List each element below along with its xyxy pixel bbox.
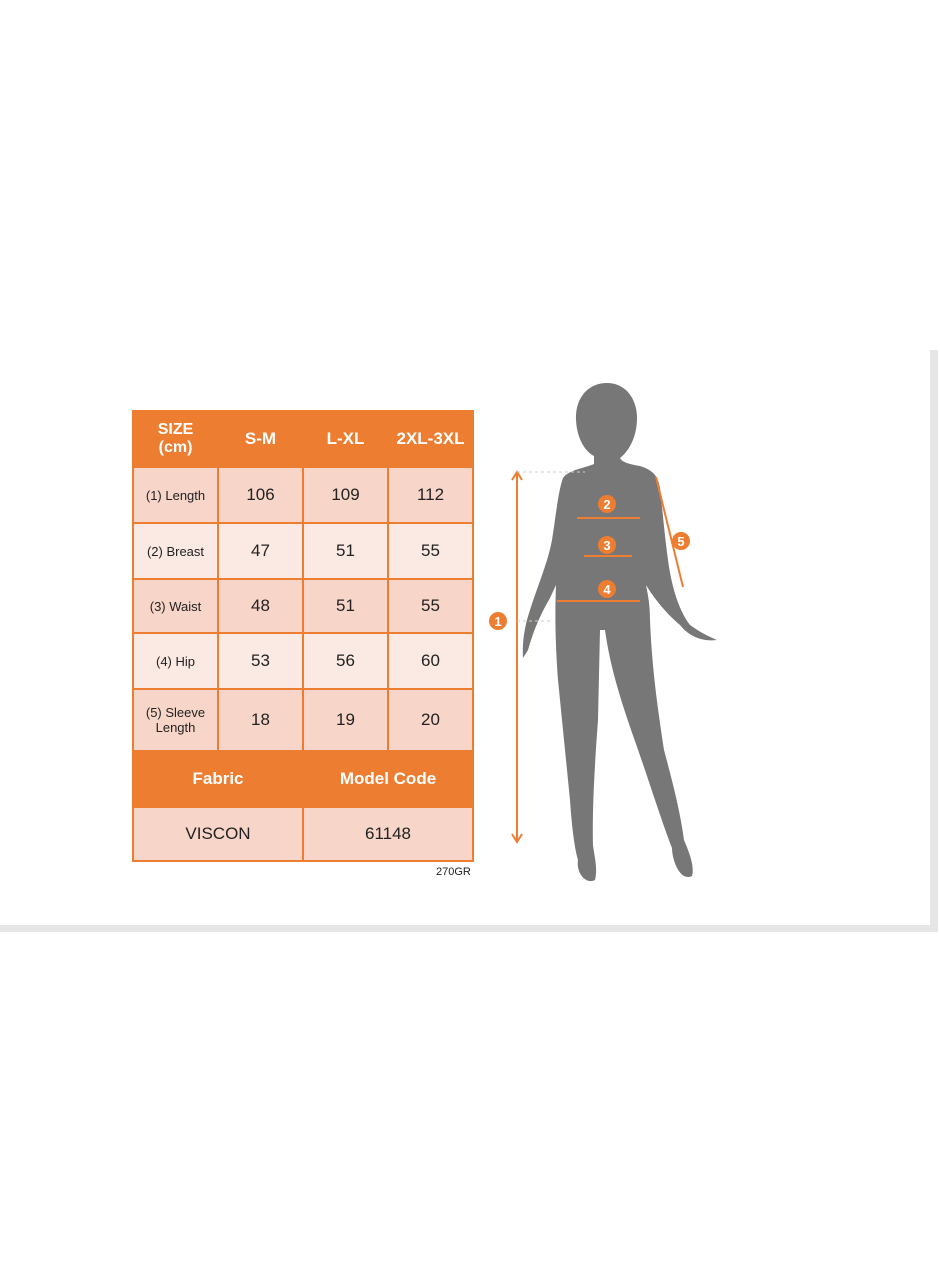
model-code-header: Model Code xyxy=(302,750,474,808)
table-row: (4) Hip 53 56 60 xyxy=(132,632,474,690)
cell: 55 xyxy=(387,522,474,580)
col-header: 2XL-3XL xyxy=(387,410,474,468)
marker-3-label: 3 xyxy=(603,538,610,553)
footer-header-row: Fabric Model Code xyxy=(132,750,474,808)
table-row: (1) Length 106 109 112 xyxy=(132,466,474,524)
size-table: SIZE (cm) S-M L-XL 2XL-3XL (1) Length 106… xyxy=(132,410,474,862)
row-label-line1: (5) Sleeve xyxy=(145,705,206,720)
size-header-line1: SIZE xyxy=(157,421,194,438)
cell: 18 xyxy=(217,688,304,752)
fabric-header: Fabric xyxy=(132,750,304,808)
cell: 19 xyxy=(302,688,389,752)
marker-3 xyxy=(598,536,616,554)
marker-1-label: 1 xyxy=(494,614,501,629)
cell: 20 xyxy=(387,688,474,752)
fabric-value: VISCON xyxy=(132,806,304,862)
table-row: (2) Breast 47 51 55 xyxy=(132,522,474,580)
cell: 51 xyxy=(302,578,389,634)
measurement-arrows xyxy=(511,470,684,844)
size-header-line2: (cm) xyxy=(158,439,193,456)
marker-4-label: 4 xyxy=(603,582,611,597)
table-header-row: SIZE (cm) S-M L-XL 2XL-3XL xyxy=(132,410,474,468)
table-row: (3) Waist 48 51 55 xyxy=(132,578,474,634)
row-label: (3) Waist xyxy=(132,578,219,634)
cell: 56 xyxy=(302,632,389,690)
footer-value-row: VISCON 61148 xyxy=(132,806,474,862)
woman-silhouette xyxy=(522,383,717,882)
cell: 48 xyxy=(217,578,304,634)
cell: 60 xyxy=(387,632,474,690)
arrowhead xyxy=(511,833,523,844)
cell: 109 xyxy=(302,466,389,524)
table-row: (5) Sleeve Length 18 19 20 xyxy=(132,688,474,752)
row-label: (5) Sleeve Length xyxy=(132,688,219,752)
marker-5-label: 5 xyxy=(677,534,684,549)
cell: 51 xyxy=(302,522,389,580)
cell: 106 xyxy=(217,466,304,524)
marker-4 xyxy=(598,580,616,598)
cell: 47 xyxy=(217,522,304,580)
sleeve-arrow xyxy=(655,476,684,588)
cell: 112 xyxy=(387,466,474,524)
col-header: S-M xyxy=(217,410,304,468)
cell: 55 xyxy=(387,578,474,634)
col-header: L-XL xyxy=(302,410,389,468)
cell: 53 xyxy=(217,632,304,690)
marker-1 xyxy=(489,612,507,630)
marker-2 xyxy=(598,495,616,513)
marker-5 xyxy=(672,532,690,550)
model-code-value: 61148 xyxy=(302,806,474,862)
size-header: SIZE (cm) xyxy=(132,410,219,468)
row-label-line2: Length xyxy=(155,720,196,735)
fabric-weight: 270GR xyxy=(436,866,471,878)
marker-2-label: 2 xyxy=(603,497,610,512)
row-label: (4) Hip xyxy=(132,632,219,690)
marker-badges xyxy=(489,495,690,630)
row-label: (1) Length xyxy=(132,466,219,524)
row-label: (2) Breast xyxy=(132,522,219,580)
